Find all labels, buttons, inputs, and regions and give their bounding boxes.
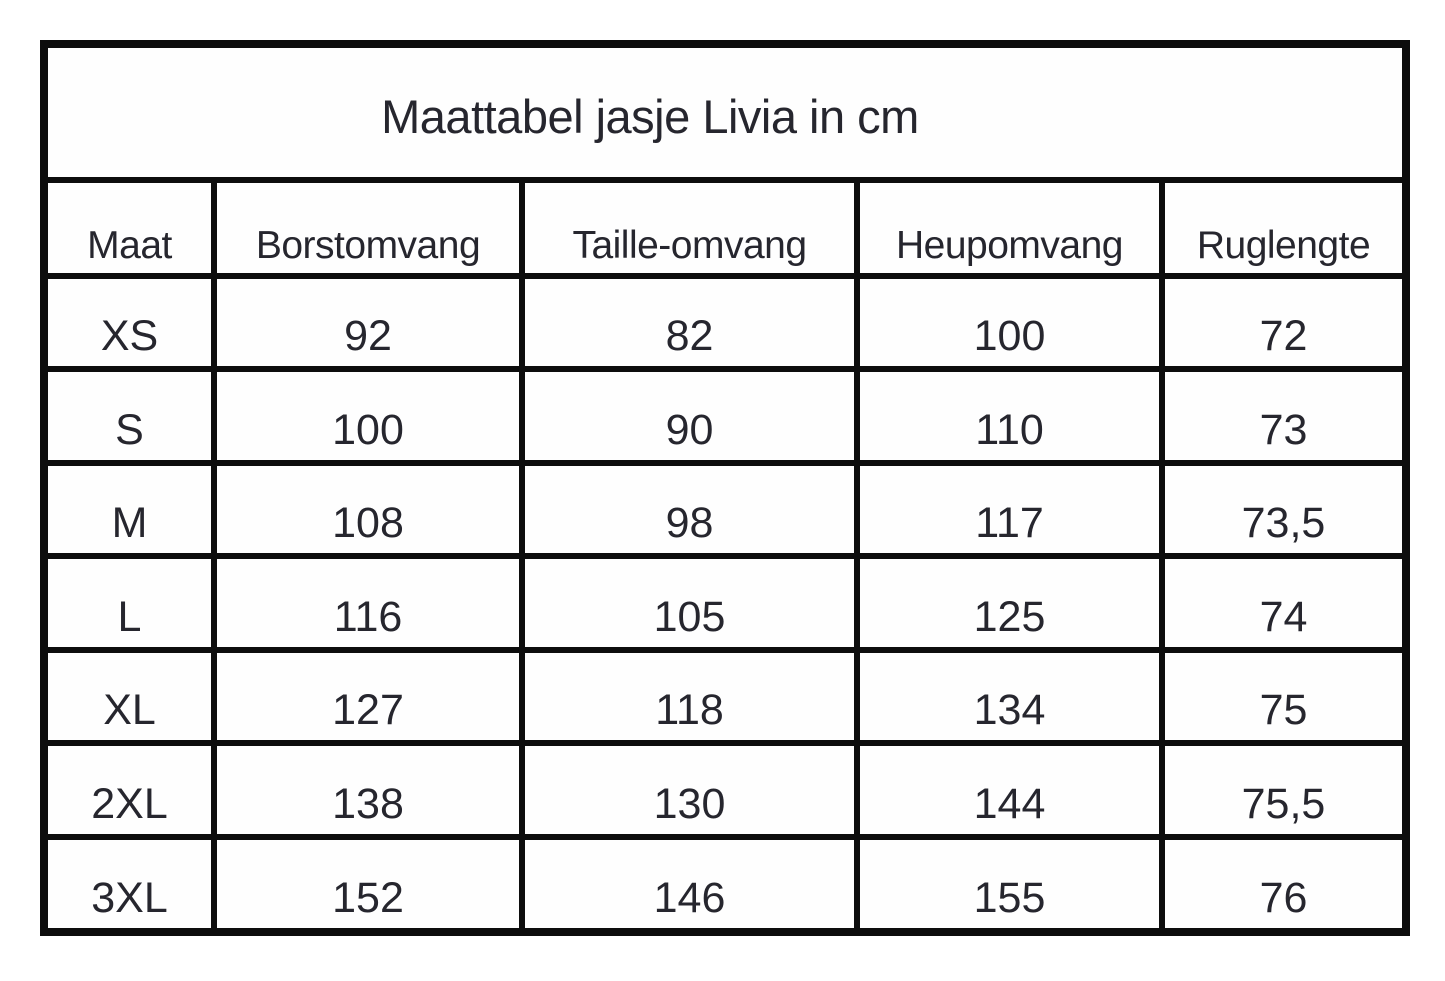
measurement-value: 74 bbox=[1159, 553, 1409, 653]
title-row: Maattabel jasje Livia in cm bbox=[41, 41, 1409, 183]
measurement-value: 152 bbox=[211, 833, 525, 936]
measurement-value: 108 bbox=[211, 459, 525, 560]
measurement-value: 73,5 bbox=[1159, 459, 1409, 560]
table-row-m: M 108 98 117 73,5 bbox=[41, 459, 1409, 560]
size-label: M bbox=[41, 459, 217, 560]
measurement-value: 125 bbox=[854, 553, 1165, 653]
measurement-value: 116 bbox=[211, 553, 525, 653]
column-header-borstomvang: Borstomvang bbox=[211, 177, 525, 279]
table-row-l: L 116 105 125 74 bbox=[41, 553, 1409, 653]
size-label: S bbox=[41, 366, 217, 466]
measurement-value: 73 bbox=[1159, 366, 1409, 466]
measurement-value: 130 bbox=[519, 740, 860, 840]
measurement-value: 76 bbox=[1159, 833, 1409, 936]
size-table: Maattabel jasje Livia in cm Maat Borstom… bbox=[40, 40, 1410, 936]
table-row-2xl: 2XL 138 130 144 75,5 bbox=[41, 740, 1409, 840]
measurement-value: 82 bbox=[519, 272, 860, 373]
measurement-value: 72 bbox=[1159, 272, 1409, 373]
table-row-xl: XL 127 118 134 75 bbox=[41, 646, 1409, 747]
measurement-value: 155 bbox=[854, 833, 1165, 936]
table-row-xs: XS 92 82 100 72 bbox=[41, 272, 1409, 373]
column-header-taille-omvang: Taille-omvang bbox=[519, 177, 860, 279]
size-label: 2XL bbox=[41, 740, 217, 840]
size-label: XL bbox=[41, 646, 217, 747]
measurement-value: 138 bbox=[211, 740, 525, 840]
measurement-value: 110 bbox=[854, 366, 1165, 466]
size-label: L bbox=[41, 553, 217, 653]
size-label: 3XL bbox=[41, 833, 217, 936]
measurement-value: 127 bbox=[211, 646, 525, 747]
measurement-value: 144 bbox=[854, 740, 1165, 840]
measurement-value: 118 bbox=[519, 646, 860, 747]
measurement-value: 117 bbox=[854, 459, 1165, 560]
column-header-heupomvang: Heupomvang bbox=[854, 177, 1165, 279]
measurement-value: 100 bbox=[211, 366, 525, 466]
column-header-maat: Maat bbox=[41, 177, 217, 279]
header-row: Maat Borstomvang Taille-omvang Heupomvan… bbox=[41, 177, 1409, 279]
table-row-s: S 100 90 110 73 bbox=[41, 366, 1409, 466]
measurement-value: 146 bbox=[519, 833, 860, 936]
measurement-value: 98 bbox=[519, 459, 860, 560]
measurement-value: 100 bbox=[854, 272, 1165, 373]
size-label: XS bbox=[41, 272, 217, 373]
column-header-ruglengte: Ruglengte bbox=[1159, 177, 1409, 279]
measurement-value: 134 bbox=[854, 646, 1165, 747]
table-row-3xl: 3XL 152 146 155 76 bbox=[41, 833, 1409, 936]
measurement-value: 92 bbox=[211, 272, 525, 373]
measurement-value: 75,5 bbox=[1159, 740, 1409, 840]
table-title: Maattabel jasje Livia in cm bbox=[41, 41, 1409, 183]
measurement-value: 90 bbox=[519, 366, 860, 466]
measurement-value: 105 bbox=[519, 553, 860, 653]
measurement-value: 75 bbox=[1159, 646, 1409, 747]
